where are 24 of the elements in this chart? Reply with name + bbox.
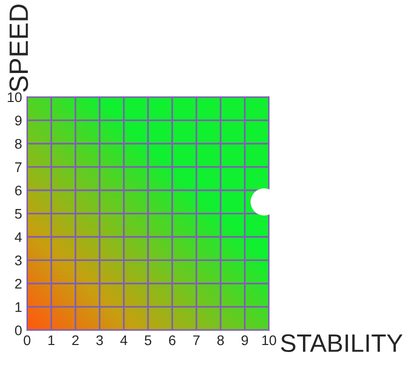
x-tick-label: 4 (120, 336, 128, 346)
y-axis-title: SPEED (9, 4, 28, 92)
x-tick-label: 9 (242, 335, 248, 346)
y-tick-label: 3 (15, 256, 22, 266)
x-tick-label: 10 (262, 335, 276, 346)
x-tick-label: 3 (96, 335, 103, 346)
y-tick-label: 6 (15, 186, 22, 196)
y-tick-label: 5 (15, 209, 22, 219)
x-tick-label: 0 (24, 335, 30, 346)
x-axis-title: STABILITY (280, 334, 402, 352)
x-tick-label: 5 (144, 336, 152, 346)
x-tick-label: 8 (217, 335, 224, 346)
x-tick-label: 7 (193, 336, 200, 346)
y-tick-label: 8 (15, 138, 22, 149)
y-tick-label: 10 (8, 92, 22, 102)
x-tick-label: 6 (169, 335, 176, 346)
y-tick-label: 1 (16, 302, 22, 312)
y-tick-label: 0 (15, 325, 22, 336)
y-tick-label: 2 (15, 278, 22, 289)
y-tick-label: 9 (15, 116, 22, 126)
x-tick-label: 2 (72, 335, 79, 346)
y-tick-label: 4 (14, 232, 22, 242)
y-tick-label: 7 (15, 162, 22, 172)
x-tick-label: 1 (48, 336, 54, 346)
